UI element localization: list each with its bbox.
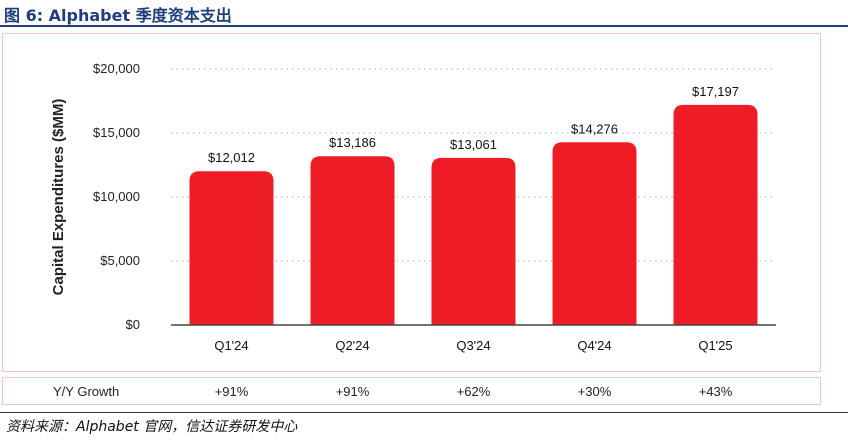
growth-value: +91% [335, 384, 370, 399]
bottom-rule [0, 412, 848, 413]
growth-value: +62% [456, 384, 491, 399]
title-rule [0, 25, 848, 27]
figure-title: 图 6: Alphabet 季度资本支出 [4, 6, 232, 25]
x-tick-label: Q3'24 [456, 338, 490, 353]
y-tick-label: $20,000 [93, 61, 140, 76]
x-axis-ticks: Q1'24 Q2'24 Q3'24 Q4'24 Q1'25 [214, 338, 732, 353]
data-label: $13,186 [329, 135, 376, 150]
x-tick-label: Q2'24 [335, 338, 369, 353]
y-tick-label: $0 [126, 317, 140, 332]
bar [189, 171, 274, 325]
source-note: 资料来源：Alphabet 官网，信达证券研发中心 [6, 419, 298, 435]
x-tick-label: Q1'25 [698, 338, 732, 353]
x-tick-label: Q1'24 [214, 338, 248, 353]
growth-row: Y/Y Growth +91% +91% +62% +30% +43% [2, 377, 821, 405]
bar [673, 104, 758, 325]
data-label: $17,197 [692, 84, 739, 99]
bar [310, 156, 395, 325]
y-tick-label: $15,000 [93, 125, 140, 140]
growth-value: +30% [577, 384, 612, 399]
y-tick-label: $10,000 [93, 189, 140, 204]
y-axis-ticks: $0 $5,000 $10,000 $15,000 $20,000 [93, 61, 140, 332]
growth-row-label: Y/Y Growth [53, 384, 120, 399]
x-tick-label: Q4'24 [577, 338, 611, 353]
y-axis-label: Capital Expenditures ($MM) [50, 99, 67, 296]
bar [552, 142, 637, 325]
bar-chart: $0 $5,000 $10,000 $15,000 $20,000 $12,012 $13… [50, 61, 776, 353]
data-label: $12,012 [208, 150, 255, 165]
data-label: $13,061 [450, 137, 497, 152]
data-labels: $12,012 $13,186 $13,061 $14,276 $17,197 [208, 84, 739, 165]
y-tick-label: $5,000 [100, 253, 140, 268]
bar [431, 157, 516, 325]
data-label: $14,276 [571, 121, 618, 136]
growth-value: +91% [214, 384, 249, 399]
bars [189, 104, 758, 325]
growth-value: +43% [698, 384, 733, 399]
chart-panel: $0 $5,000 $10,000 $15,000 $20,000 $12,012 $13… [2, 33, 821, 372]
